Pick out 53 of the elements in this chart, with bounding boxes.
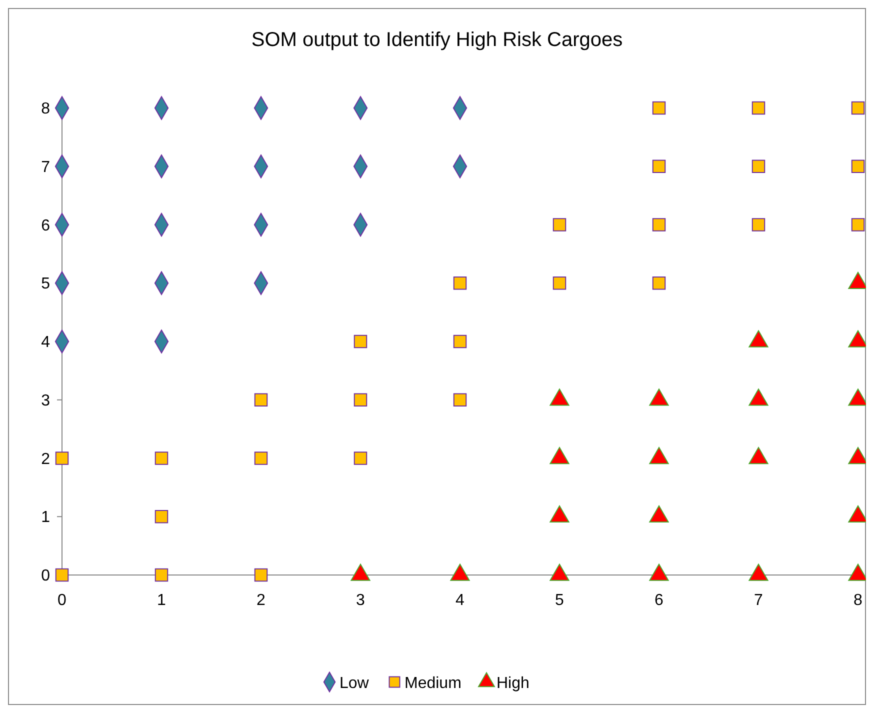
point — [752, 101, 766, 115]
point — [748, 388, 768, 406]
point — [550, 564, 570, 581]
point — [649, 505, 669, 522]
point — [851, 160, 865, 173]
point — [748, 447, 768, 464]
x-tick-label: 8 — [854, 592, 863, 609]
point — [552, 276, 566, 290]
point — [752, 160, 766, 173]
y-tick-label: 2 — [41, 450, 50, 468]
y-tick-label: 8 — [41, 100, 50, 118]
point — [550, 447, 570, 464]
y-tick-label: 7 — [41, 158, 50, 176]
x-tick-label: 1 — [157, 592, 166, 609]
x-tick-label: 5 — [555, 592, 564, 609]
x-tick-label: 0 — [58, 592, 67, 609]
y-tick-label: 4 — [41, 334, 50, 352]
point — [752, 218, 766, 232]
point — [354, 393, 368, 406]
point — [649, 447, 669, 464]
point — [649, 564, 669, 581]
x-tick-label: 6 — [654, 592, 664, 609]
point — [851, 101, 865, 115]
point — [550, 388, 570, 406]
point — [453, 276, 467, 290]
y-tick-label: 1 — [41, 509, 50, 526]
point — [851, 218, 865, 232]
point — [450, 564, 470, 581]
point — [748, 564, 768, 581]
point — [652, 160, 666, 173]
point — [453, 334, 467, 348]
x-tick-label: 4 — [456, 592, 465, 609]
x-tick-label: 2 — [256, 592, 266, 609]
y-tick-label: 0 — [41, 568, 50, 585]
point — [652, 276, 666, 290]
point — [652, 218, 666, 232]
point — [453, 393, 467, 406]
point — [550, 505, 570, 522]
point — [254, 393, 268, 406]
legend-label: Medium — [404, 675, 462, 692]
y-tick-label: 3 — [41, 392, 50, 410]
point — [649, 388, 669, 406]
chart-title: SOM output to Identify High Risk Cargoes — [251, 29, 623, 51]
y-tick-label: 5 — [41, 276, 50, 293]
point — [350, 564, 370, 581]
point — [552, 218, 566, 232]
legend-label: Low — [340, 675, 370, 692]
legend-label: High — [496, 675, 530, 692]
x-tick-label: 7 — [754, 592, 764, 609]
y-tick-label: 6 — [41, 217, 50, 234]
point — [354, 334, 368, 348]
point — [652, 101, 666, 115]
x-tick-label: 3 — [356, 592, 366, 609]
